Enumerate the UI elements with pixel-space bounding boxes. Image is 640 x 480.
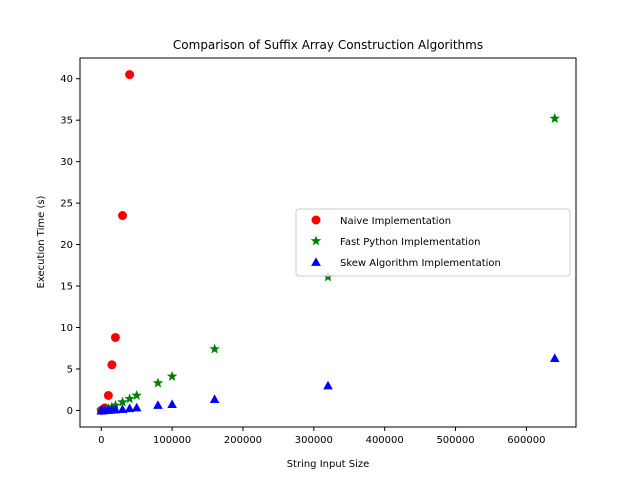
chart-title: Comparison of Suffix Array Construction …: [173, 38, 483, 52]
x-tick-label: 100000: [153, 435, 191, 446]
data-marks: [96, 70, 560, 415]
plot-frame: [79, 57, 577, 428]
y-axis-label: Execution Time (s): [36, 195, 47, 288]
legend-marker: [311, 215, 321, 225]
y-tick-label: 15: [60, 282, 73, 293]
data-point: [125, 70, 135, 80]
data-point: [549, 353, 560, 363]
x-tick-label: 200000: [224, 435, 262, 446]
y-axis-ticks: 0 5 10 15 20 25 30 35 40: [60, 74, 80, 417]
data-point: [110, 404, 121, 414]
y-tick-label: 0: [67, 406, 73, 417]
y-tick-label: 10: [60, 323, 73, 334]
legend-label: Fast Python Implementation: [340, 237, 481, 248]
data-point: [152, 377, 164, 388]
data-point: [118, 211, 128, 221]
x-tick-label: 600000: [507, 435, 545, 446]
data-point: [153, 400, 163, 409]
y-tick-label: 25: [60, 199, 73, 210]
data-point: [117, 396, 128, 407]
data-point: [110, 332, 120, 342]
data-point: [124, 403, 135, 413]
y-tick-label: 35: [60, 116, 73, 127]
y-tick-label: 30: [60, 157, 73, 168]
data-point: [131, 389, 142, 400]
legend-label: Skew Algorithm Implementation: [340, 258, 501, 269]
y-tick-label: 20: [60, 240, 73, 251]
x-tick-label: 500000: [436, 435, 474, 446]
data-point: [103, 390, 113, 400]
x-tick-label: 0: [98, 435, 104, 446]
x-tick-label: 300000: [295, 435, 333, 446]
y-tick-label: 40: [60, 74, 73, 85]
data-point: [117, 404, 128, 414]
data-point: [209, 343, 220, 354]
y-tick-label: 5: [67, 364, 73, 375]
data-point: [209, 394, 220, 404]
data-point: [549, 113, 560, 123]
data-point: [131, 402, 142, 412]
legend-box: [295, 208, 571, 277]
legend-marker: [311, 257, 321, 266]
x-axis-label: String Input Size: [287, 459, 370, 470]
series-3: [96, 353, 560, 415]
x-tick-label: 400000: [366, 435, 404, 446]
legend-marker: [310, 235, 322, 246]
data-point: [166, 370, 178, 381]
legend-label: Naive Implementation: [340, 216, 451, 227]
data-point: [124, 393, 135, 404]
legend: Naive Implementation Fast Python Implemen…: [295, 208, 571, 277]
x-axis-ticks: 0 100000 200000 300000 400000 500000 600000: [98, 427, 545, 446]
data-point: [323, 380, 333, 390]
data-point: [167, 399, 177, 409]
data-point: [107, 360, 117, 370]
